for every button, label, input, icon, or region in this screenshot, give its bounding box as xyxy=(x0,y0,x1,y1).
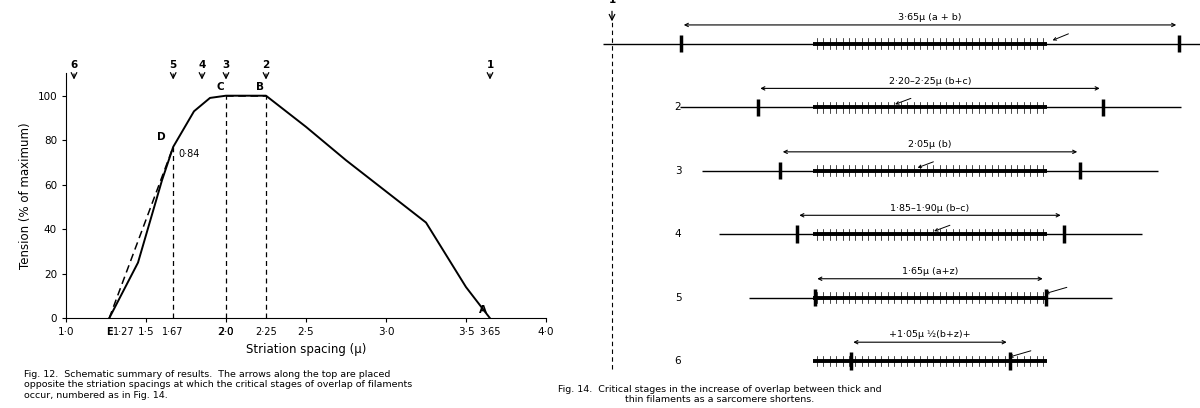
Text: 1·27: 1·27 xyxy=(113,327,134,337)
Text: 6: 6 xyxy=(674,356,682,366)
Y-axis label: Tension (% of maximum): Tension (% of maximum) xyxy=(19,122,31,269)
Text: 1·85–1·90μ (b–c): 1·85–1·90μ (b–c) xyxy=(890,204,970,213)
Text: 2·20–2·25μ (b+c): 2·20–2·25μ (b+c) xyxy=(889,77,971,86)
Text: +1·05μ ½(b+z)+: +1·05μ ½(b+z)+ xyxy=(889,330,971,339)
Text: 5: 5 xyxy=(674,293,682,303)
Text: 4: 4 xyxy=(198,60,205,70)
Text: 3: 3 xyxy=(222,60,229,70)
Text: Fig. 14.  Critical stages in the increase of overlap between thick and
thin fila: Fig. 14. Critical stages in the increase… xyxy=(558,384,882,404)
Text: 2·0: 2·0 xyxy=(218,327,234,337)
Text: 1: 1 xyxy=(486,60,493,70)
Text: 5: 5 xyxy=(169,60,176,70)
Text: 3: 3 xyxy=(674,166,682,175)
Text: Fig. 12.  Schematic summary of results.  The arrows along the top are placed
opp: Fig. 12. Schematic summary of results. T… xyxy=(24,370,413,400)
Text: C: C xyxy=(217,82,224,92)
Text: 2: 2 xyxy=(263,60,270,70)
Text: B: B xyxy=(257,82,264,92)
Text: 6: 6 xyxy=(71,60,78,70)
Text: 1·67: 1·67 xyxy=(162,327,184,337)
Text: 0·84: 0·84 xyxy=(178,149,199,159)
Text: 3·65: 3·65 xyxy=(479,327,500,337)
Text: 3·65μ (a + b): 3·65μ (a + b) xyxy=(899,13,961,22)
Text: A: A xyxy=(479,305,487,315)
Text: 2·25: 2·25 xyxy=(256,327,277,337)
Text: 2: 2 xyxy=(674,102,682,112)
Text: 4: 4 xyxy=(674,229,682,239)
Text: D: D xyxy=(156,133,166,142)
Text: 2·05μ (b): 2·05μ (b) xyxy=(908,140,952,149)
X-axis label: Striation spacing (μ): Striation spacing (μ) xyxy=(246,343,366,356)
Text: 1·65μ (a+z): 1·65μ (a+z) xyxy=(902,267,958,276)
Text: 1: 1 xyxy=(608,0,616,4)
Text: E: E xyxy=(106,327,113,337)
